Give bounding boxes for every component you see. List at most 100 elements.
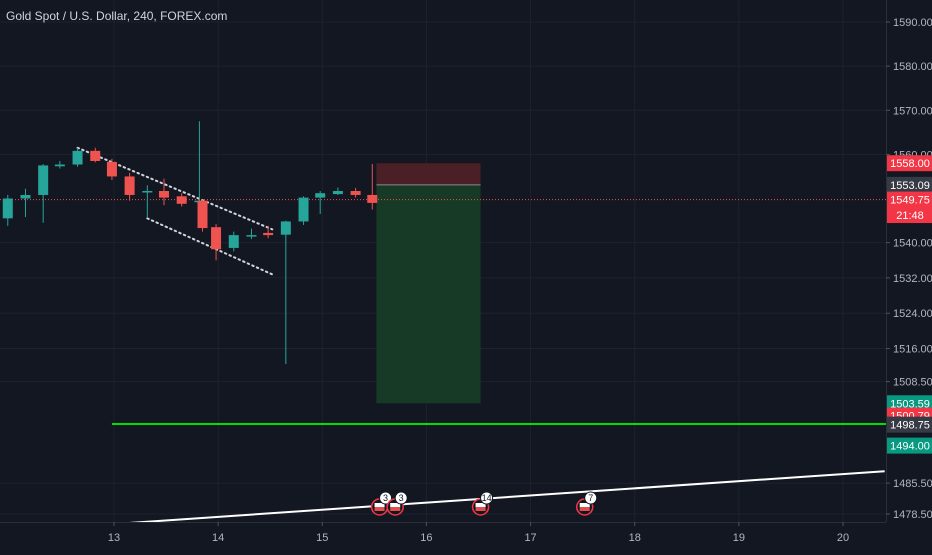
price-label-box [887, 416, 932, 433]
candle-up [228, 231, 239, 252]
candle-body [20, 194, 31, 199]
candle-up [142, 185, 153, 218]
event-count-label: 14 [482, 493, 492, 503]
flag-icon-stripe [374, 507, 385, 511]
time-axis-background [0, 522, 886, 550]
axis-corner [886, 522, 932, 550]
flag-icon-stripe [579, 507, 590, 511]
time-tick-label: 19 [733, 532, 745, 544]
candle-up [280, 220, 291, 364]
candle-body [246, 235, 257, 237]
event-count-label: 3 [383, 493, 388, 503]
price-label-box [887, 191, 932, 208]
price-tick-label: 1516.00 [893, 344, 932, 356]
candle-body [90, 150, 101, 161]
time-tick-label: 17 [524, 532, 536, 544]
price-label: 1549.75 [890, 195, 930, 207]
flag-icon [374, 503, 385, 507]
flag-icon-stripe [475, 507, 486, 511]
event-count-badge [584, 491, 598, 505]
candle-up [20, 188, 31, 218]
candle-body [2, 198, 13, 219]
candle-down [90, 147, 101, 163]
price-label: 1558.00 [890, 158, 930, 170]
price-label-box [887, 395, 932, 412]
channel-lower-line [146, 217, 274, 276]
candle-body [54, 164, 65, 167]
candle-body [228, 235, 239, 248]
candle-body [263, 232, 274, 236]
candle-up [246, 228, 257, 240]
candle-body [106, 161, 117, 177]
time-tick-label: 15 [316, 532, 328, 544]
price-tick-label: 1508.50 [893, 377, 932, 389]
trend-line [67, 470, 885, 529]
flag-icon [579, 503, 590, 507]
event-marker: 14 [471, 491, 494, 516]
event-count-badge [480, 491, 494, 505]
price-label: 1498.75 [890, 420, 930, 432]
candle-body [367, 194, 378, 203]
candle-body [142, 191, 153, 193]
candle-body [315, 193, 326, 198]
candle-down [350, 187, 361, 198]
price-tick-label: 1532.00 [893, 273, 932, 285]
candle-up [54, 160, 65, 169]
flag-icon [390, 503, 401, 507]
price-tick-label: 1540.00 [893, 238, 932, 250]
candle-body [124, 176, 135, 195]
price-label-box [887, 176, 932, 193]
channel-upper-line [76, 146, 274, 231]
event-count-badge [394, 491, 408, 505]
price-axis-background [886, 0, 932, 550]
candle-down [211, 224, 222, 261]
event-marker: 7 [575, 491, 598, 516]
candle-body [332, 191, 343, 195]
stop-loss-zone [376, 163, 481, 185]
price-tick-label: 1570.00 [893, 105, 932, 117]
candle-down [124, 172, 135, 201]
candle-up [38, 164, 49, 223]
take-profit-zone [376, 184, 481, 404]
candle-body [38, 165, 49, 195]
symbol-title: Gold Spot / U.S. Dollar, 240, FOREX.com [6, 9, 228, 23]
event-count-label: 7 [588, 493, 593, 503]
price-tick-label: 1478.50 [893, 509, 932, 521]
candle-up [332, 187, 343, 195]
candle-up [72, 147, 83, 167]
event-count-label: 3 [399, 493, 404, 503]
price-label: 1494.00 [890, 441, 930, 453]
candle-body [280, 221, 291, 235]
flag-icon [475, 503, 486, 507]
price-label-box [887, 437, 932, 454]
price-label-box [887, 207, 932, 224]
time-tick-label: 20 [837, 532, 849, 544]
price-label: 1503.59 [890, 398, 930, 410]
flag-icon-stripe [390, 507, 401, 511]
candle-body [350, 191, 361, 195]
price-label: 1553.09 [890, 180, 930, 192]
price-label: 21:48 [896, 210, 924, 222]
candle-up [298, 196, 309, 225]
candle-body [176, 196, 187, 204]
price-tick-label: 1485.50 [893, 478, 932, 490]
time-tick-label: 14 [212, 532, 224, 544]
candle-down [263, 225, 274, 239]
candle-body [158, 191, 169, 198]
time-tick-label: 16 [420, 532, 432, 544]
time-tick-label: 18 [629, 532, 641, 544]
candle-body [72, 150, 83, 165]
candle-body [298, 197, 309, 222]
candle-up [2, 194, 13, 226]
candle-up [315, 191, 326, 214]
event-marker: 3 [386, 491, 408, 516]
candle-down [106, 158, 117, 180]
price-tick-label: 1524.00 [893, 308, 932, 320]
candle-down [367, 164, 378, 210]
candle-down [158, 178, 169, 206]
time-tick-label: 13 [108, 532, 120, 544]
candle-down [176, 193, 187, 207]
candle-body [197, 200, 208, 229]
